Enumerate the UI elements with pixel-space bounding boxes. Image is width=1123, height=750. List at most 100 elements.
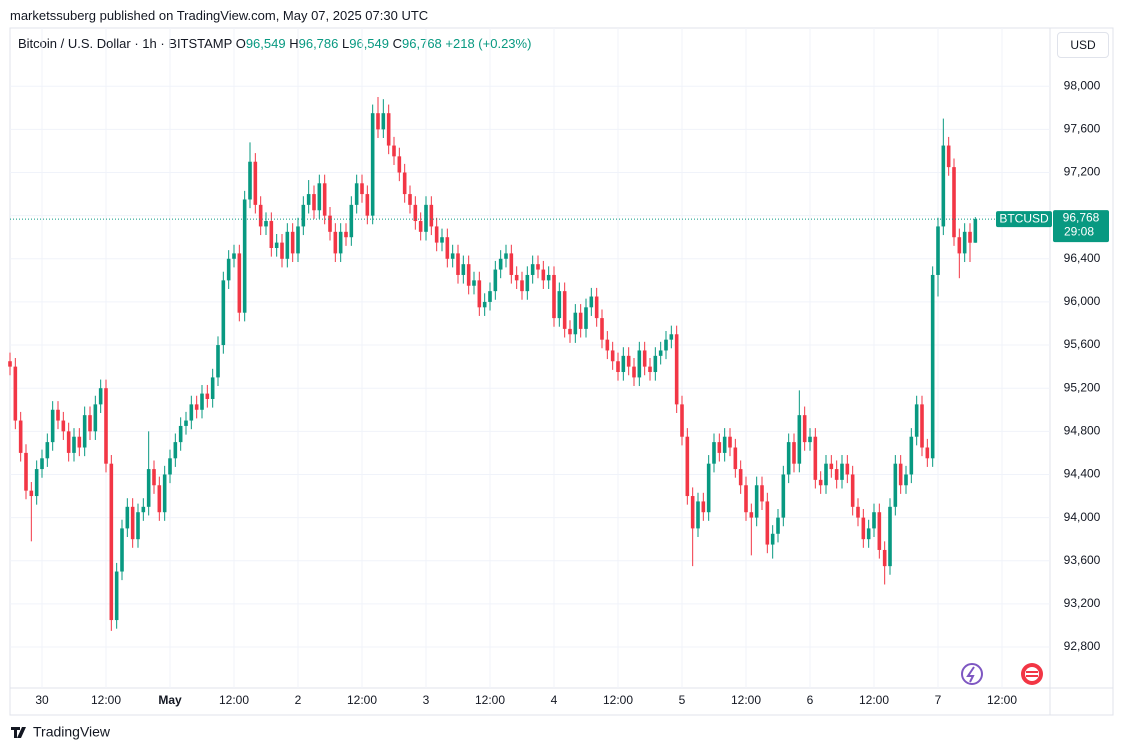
candle-body (696, 501, 700, 529)
candle-body (546, 274, 551, 281)
candle-body (530, 264, 535, 275)
candle-body (616, 361, 620, 373)
candle-body (834, 469, 839, 480)
candle-body (488, 291, 492, 302)
change: +218 (+0.23%) (445, 36, 532, 51)
y-tick-label: 97,600 (1064, 122, 1101, 136)
candle-body (125, 506, 130, 529)
candle-body (642, 350, 647, 367)
frame (9, 27, 1114, 716)
candle-body (152, 469, 156, 486)
candle-body (13, 366, 18, 421)
candle-body (93, 404, 98, 432)
candle-body (253, 161, 258, 205)
y-tick-label: 95,200 (1064, 380, 1101, 394)
y-tick-label: 93,600 (1064, 553, 1101, 567)
candle-body (968, 231, 972, 243)
candle-body (317, 183, 322, 211)
y-tick-label: 94,000 (1064, 510, 1101, 524)
candle-body (301, 204, 306, 227)
candle-body (888, 506, 892, 567)
candle-body (290, 231, 295, 254)
candle-body (280, 242, 284, 259)
o-key: O (235, 36, 246, 51)
candle-body (653, 355, 658, 373)
candle-body (898, 463, 903, 486)
x-tick-label: 6 (807, 693, 814, 707)
candle-body (29, 490, 34, 497)
candle-body (578, 312, 583, 329)
y-tick-label: 94,400 (1064, 467, 1101, 481)
c-value: 96,768 (402, 36, 442, 51)
x-tick-label: 7 (935, 693, 942, 707)
price-tag-bg (1053, 210, 1109, 243)
candle-body (744, 485, 748, 513)
candle-body (936, 226, 940, 275)
candle-body (845, 463, 850, 475)
candle-body (296, 226, 300, 254)
candle-body (61, 420, 66, 432)
candle-body (552, 274, 556, 319)
candle-body (632, 366, 636, 378)
candle-body (248, 161, 252, 200)
c-key: C (392, 36, 403, 51)
brand: TradingView (33, 724, 111, 740)
candle-body (808, 436, 812, 443)
candle-body (349, 204, 354, 238)
candle-body (685, 436, 690, 497)
candle-body (216, 345, 220, 378)
candle-body (24, 452, 28, 491)
y-tick-label: 96,400 (1064, 251, 1101, 265)
candle-body (402, 172, 407, 195)
candle-body (408, 194, 412, 205)
candle-body (946, 145, 951, 168)
candle-body (733, 447, 738, 470)
candle-body (477, 280, 482, 308)
x-tick-label: 4 (551, 693, 558, 707)
candle-body (189, 404, 194, 421)
candle-body (626, 355, 631, 367)
candle-body (162, 474, 167, 513)
candle-body (610, 350, 615, 362)
x-tick-label: 12:00 (859, 693, 889, 707)
candle-body (413, 204, 418, 222)
candle-body (728, 436, 732, 448)
candle-body (338, 231, 343, 254)
y-tick-label: 98,000 (1064, 78, 1101, 92)
candle-body (40, 458, 44, 470)
candle-body (818, 479, 823, 486)
candle-body (712, 442, 716, 464)
symbol: Bitcoin / U.S. Dollar · 1h · BITSTAMP (18, 36, 233, 51)
candle-body (141, 506, 146, 513)
candle-body (914, 404, 919, 437)
x-tick-label: 12:00 (347, 693, 377, 707)
candle-body (381, 113, 386, 130)
l-value: 96,549 (349, 36, 389, 51)
o-value: 96,549 (245, 36, 286, 51)
candle-body (765, 501, 770, 545)
currency-button[interactable]: USD (1057, 32, 1109, 58)
candle-body (872, 512, 876, 529)
candle-body (797, 415, 802, 464)
candle-body (370, 113, 375, 216)
candle-body (669, 334, 674, 340)
candle-body (824, 463, 828, 486)
candle-body (904, 474, 908, 486)
candle-body (706, 463, 711, 513)
candle-body (418, 221, 423, 232)
candle-body (232, 253, 236, 259)
candle-body (466, 264, 471, 286)
candle-body (957, 237, 962, 254)
candle-body (77, 436, 82, 448)
candle-body (168, 458, 172, 475)
candle-body (536, 264, 540, 270)
candle-body (802, 415, 807, 443)
candle-body (450, 253, 455, 259)
candle-body (754, 485, 759, 518)
y-tick-label: 94,800 (1064, 424, 1101, 438)
candle-body (242, 199, 247, 313)
candle-body (866, 528, 871, 540)
candle-body (194, 404, 199, 410)
price-tag-value: 96,768 (1063, 210, 1100, 224)
